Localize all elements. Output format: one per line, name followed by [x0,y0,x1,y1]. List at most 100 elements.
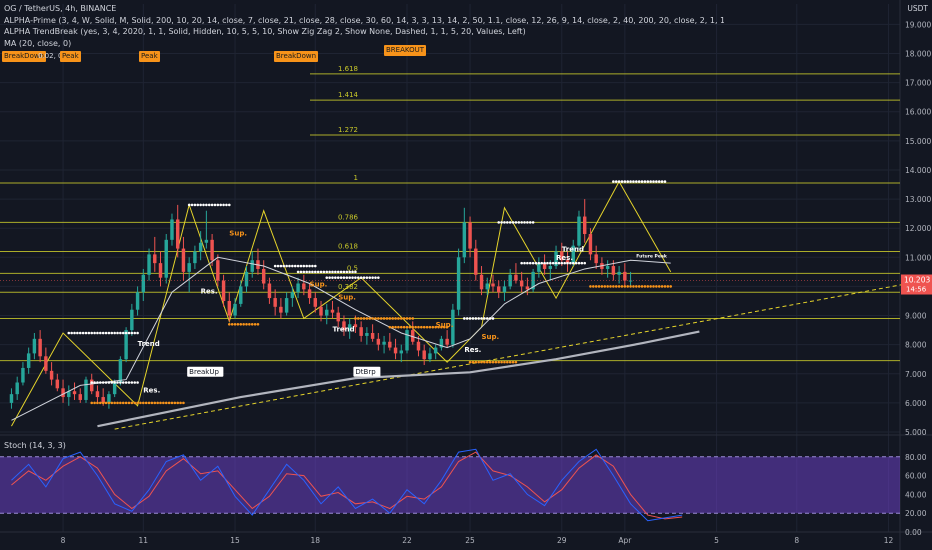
candle [95,385,100,403]
candle-body [468,222,472,249]
dot [508,221,512,224]
dot [477,317,480,320]
candle [537,257,541,278]
dot [371,276,374,279]
dot [420,325,423,329]
dot [382,317,386,320]
candle [175,204,180,258]
dot [199,203,202,207]
fib-level-label: 1.618 [338,65,358,73]
time-axis[interactable]: 8111518222529Apr58121519 [61,536,932,545]
dot [250,322,254,326]
dot [351,276,354,279]
time-tick-label: 25 [465,536,475,545]
dot [133,331,137,335]
candle-body [537,263,541,272]
stoch-tick-label: 0.00 [905,528,922,537]
dot [629,180,632,183]
legend-ma[interactable]: MA (20, close, 0) [4,38,72,48]
dot [313,264,317,268]
legend-alpha-trendbreak[interactable]: ALPHA TrendBreak (yes, 3, 4, 2020, 1, 1,… [4,27,526,36]
dot-level [354,317,415,320]
candle-body [38,338,42,357]
annotation: Res. [201,288,218,296]
dot [379,317,383,320]
dot [468,317,472,320]
dot [506,360,509,364]
candle [474,239,478,281]
dot [354,317,357,320]
candle-body [519,280,524,287]
dot [291,264,294,268]
legend-symbol[interactable]: OG / TetherUS, 4h, BINANCE [4,4,117,13]
dot [107,331,111,335]
dot [210,203,214,207]
candle-body [135,292,140,310]
dot [546,261,549,265]
candle [78,388,82,403]
dot [205,203,208,207]
dot [104,331,108,335]
dot [617,285,621,288]
price-tick-label: 15.000 [905,137,931,146]
annotation: Trend [562,245,584,253]
candle [336,306,340,328]
candles[interactable] [9,199,633,409]
dot [635,180,638,183]
dot [159,401,162,405]
dot [339,270,343,274]
dot [503,221,506,224]
dot [334,276,337,279]
candle-body [565,260,570,264]
dot [227,322,231,326]
dot [491,360,495,364]
candle-body [422,350,426,360]
dot [176,401,180,405]
dot [442,325,446,329]
candle-body [49,370,54,380]
stoch-title[interactable]: Stoch (14, 3, 3) [4,441,66,450]
dot [497,360,501,364]
candle-body [393,347,398,354]
candle [187,257,191,293]
candle [347,318,352,339]
dot [225,203,228,207]
dot [101,331,105,335]
candle [267,277,272,304]
candle-body [405,330,409,351]
dot [500,360,503,364]
candle-body [623,271,627,281]
candle-body [158,263,163,278]
break-label-text: DtBrp [355,368,376,376]
candle-body [388,341,392,348]
dot [563,261,566,265]
candle-body [588,234,593,255]
dot [388,317,392,320]
dot [440,325,443,329]
candle-body [399,350,403,354]
dot [520,261,523,265]
dot [193,203,197,207]
candle-body [67,391,71,398]
annotation: Future Peak [636,253,668,259]
candle-body [55,379,60,389]
candle [44,347,48,374]
dot [311,270,314,274]
dot [583,261,587,265]
candle [628,271,633,287]
dot [391,317,394,320]
candle [416,335,421,357]
candle [307,283,312,304]
candle-body [187,263,191,272]
dot [121,331,125,335]
candle [216,254,220,287]
candle-body [26,353,31,368]
candle-body [204,239,209,243]
legend-alpha-prime[interactable]: ALPHA-Prime (3, 4, W, Solid, M, Solid, 2… [4,15,724,25]
candle [451,303,455,348]
dot [488,360,492,364]
badge-breakout: BREAKOUT [384,45,426,56]
candle [55,373,60,392]
badge-value: 0.02, 0 [38,52,63,60]
